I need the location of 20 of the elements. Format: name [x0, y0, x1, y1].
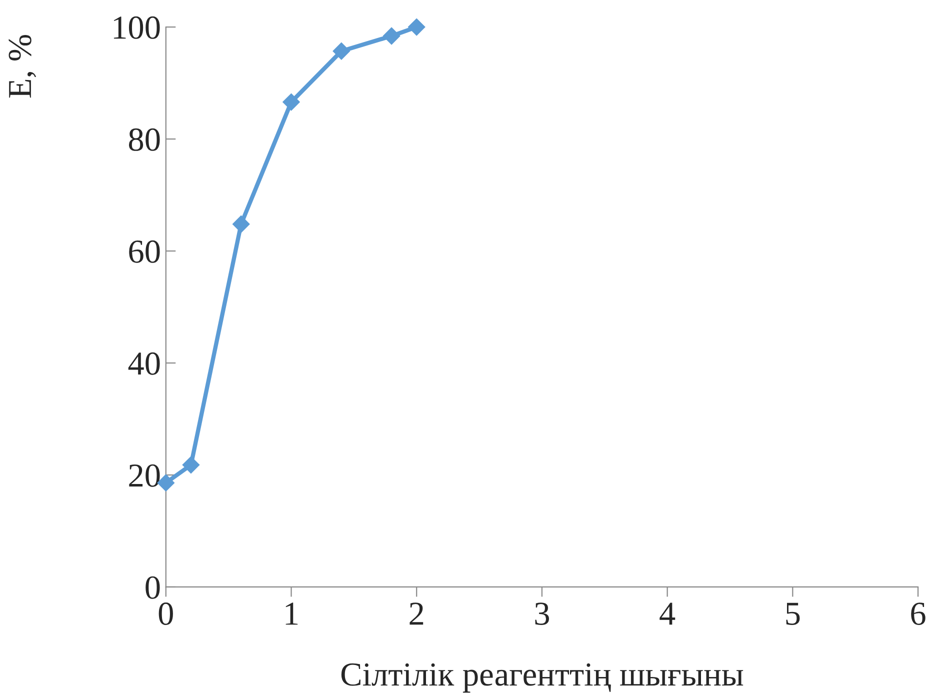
point	[182, 456, 200, 474]
x-tick-label: 3	[535, 602, 549, 626]
y-axis-title: E, %	[8, 34, 36, 98]
x-tick-label: 6	[911, 602, 926, 626]
y-tick-label: 20	[129, 464, 160, 487]
x-tick-label: 2	[410, 602, 424, 625]
y-tick-label: 100	[114, 16, 160, 39]
y-tick-label: 40	[128, 352, 160, 375]
x-tick-label: 4	[660, 602, 676, 625]
point	[282, 94, 300, 111]
point	[232, 216, 250, 233]
y-tick-label: 80	[128, 128, 160, 151]
point	[408, 18, 426, 36]
x-tick-label: 5	[786, 602, 800, 626]
point	[332, 42, 350, 60]
y-tick-label: 60	[129, 240, 160, 263]
y-tick-label: 0	[146, 576, 160, 599]
x-axis-title: Сілтілік реагенттің шығыны	[341, 663, 744, 693]
point	[382, 27, 400, 45]
x-tick-label: 1	[286, 602, 298, 625]
